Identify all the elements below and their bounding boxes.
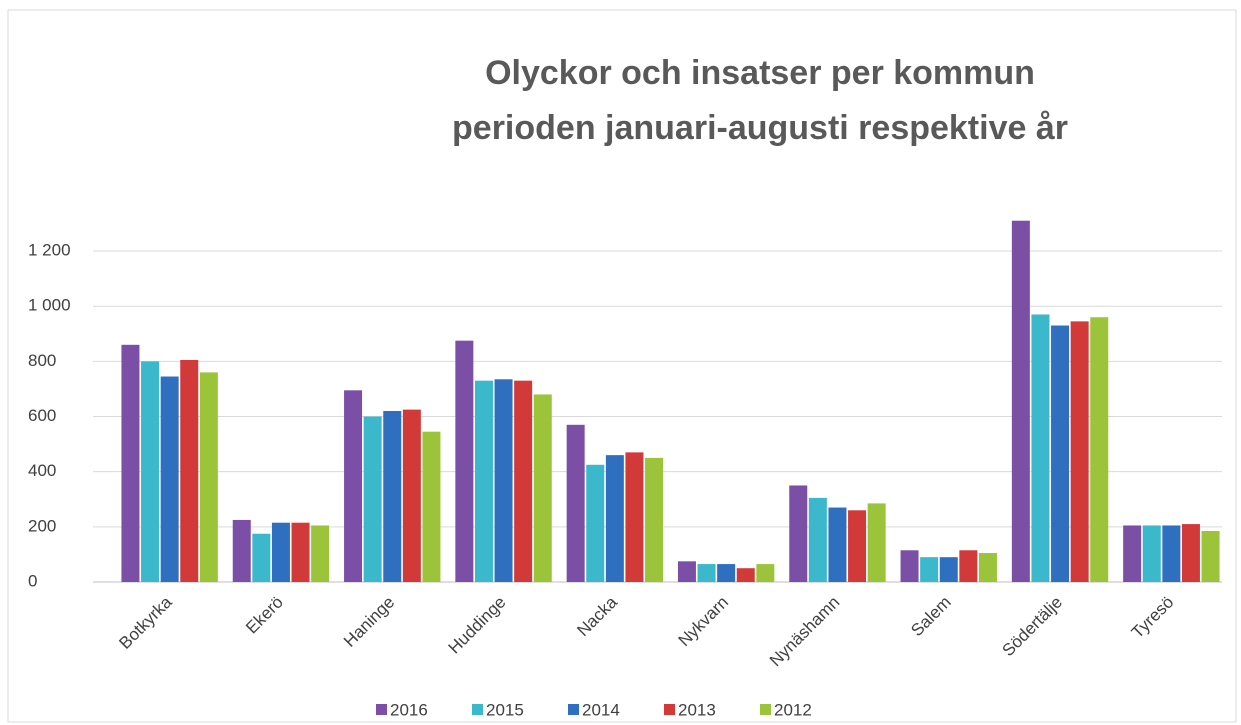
bar [697,564,716,582]
legend-swatch [472,704,483,715]
legend-label: 2016 [390,700,428,719]
bar [1031,314,1050,582]
bar [311,525,330,582]
legend-swatch [376,704,387,715]
legend-label: 2012 [774,700,812,719]
bar [566,424,585,582]
bar [533,394,552,582]
chart-border [7,9,1237,723]
bar [605,455,624,582]
bar [717,564,736,582]
legend-label: 2013 [678,700,716,719]
bar [494,379,513,582]
bar [1011,220,1030,582]
x-tick-label: Nacka [573,592,621,640]
x-tick-label: Salem [907,593,955,641]
bar [1051,325,1070,582]
x-tick-label: Nynäshamn [766,593,844,671]
y-tick-label: 600 [28,406,56,425]
bar [1070,321,1089,582]
bar [1090,317,1109,582]
y-tick-label: 800 [28,351,56,370]
y-tick-label: 400 [28,461,56,480]
x-tick-label: Botkyrka [115,592,176,653]
bar [474,380,493,582]
bar [1142,525,1161,582]
bar [677,561,696,582]
bar [252,533,271,582]
legend-label: 2015 [486,700,524,719]
bar [645,457,664,582]
bar [402,409,421,582]
bar [363,416,382,582]
bar [422,431,441,582]
legend-swatch [760,704,771,715]
bar [959,550,978,582]
bar [199,372,218,582]
bar [978,553,997,582]
bar [160,376,179,582]
bar [736,568,755,582]
x-tick-label: Nykvarn [675,593,733,651]
bar [1123,525,1142,582]
chart-title: Olyckor och insatser per kommun [485,54,1035,92]
legend-swatch [568,704,579,715]
bar [1181,524,1200,582]
bar [867,503,886,582]
x-tick-label: Södertälje [998,593,1066,661]
bar [141,361,160,582]
bar [1201,530,1220,582]
bar [291,522,310,582]
bar [848,510,867,582]
chart-subtitle: perioden januari-augusti respektive år [452,109,1068,147]
legend-swatch [664,704,675,715]
bar [121,344,140,582]
bar [232,519,251,582]
bar [920,557,939,582]
y-tick-label: 1 200 [28,241,71,260]
y-tick-label: 1 000 [28,296,71,315]
x-tick-label: Ekerö [242,593,287,638]
bar [455,340,474,582]
bar [271,522,290,582]
x-tick-label: Haninge [340,593,398,651]
bar [808,497,827,582]
bar [344,390,363,582]
bar [180,359,199,582]
bar [900,550,919,582]
bar [586,464,605,582]
bar [383,411,402,582]
y-tick-label: 200 [28,516,56,535]
bar [514,380,533,582]
legend-label: 2014 [582,700,620,719]
x-tick-label: Huddinge [445,593,510,658]
bar [828,507,847,582]
bar [625,452,644,582]
bar [1162,525,1181,582]
bar [939,557,958,582]
bar [789,485,808,582]
bar [756,564,775,582]
x-tick-label: Tyresö [1128,593,1178,643]
y-tick-label: 0 [28,571,37,590]
